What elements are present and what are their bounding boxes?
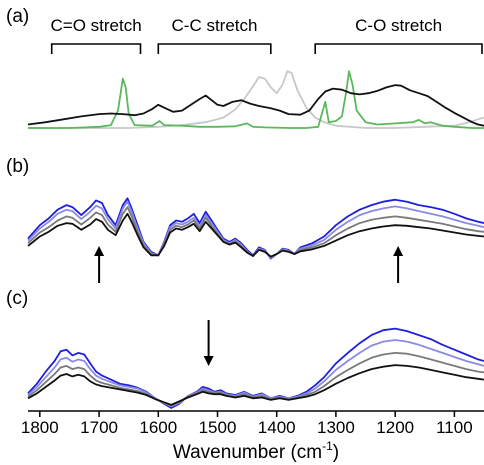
panel-c: (c) <box>6 288 484 409</box>
spectrum-c-4 <box>27 364 484 406</box>
spectrum-b-2 <box>27 200 484 259</box>
x-tick-label-1300: 1300 <box>317 418 355 437</box>
panel-b: (b) <box>6 156 484 283</box>
spectrum-a-3 <box>27 84 484 127</box>
band-annotations: C=O stretch C-C stretch C-O stretch <box>50 16 483 54</box>
x-ticks: 1800 1700 1600 1500 1400 1300 1200 1100 <box>21 411 473 437</box>
arrow-up-icon-2 <box>393 246 404 256</box>
x-tick-label-1100: 1100 <box>436 418 473 437</box>
panel-b-label: (b) <box>6 156 29 177</box>
panel-a: (a) C=O stretch C-C stretch C-O stretch <box>6 6 484 129</box>
spectrum-b-3 <box>27 206 484 259</box>
band-bracket-3 <box>314 43 483 54</box>
panel-c-arrows <box>203 320 214 366</box>
x-axis: 1800 1700 1600 1500 1400 1300 1200 1100 Wavenum… <box>21 410 484 463</box>
panel-c-series <box>27 327 484 409</box>
x-tick-label-1700: 1700 <box>80 418 118 437</box>
band-label-1: C=O stretch <box>51 16 142 35</box>
x-axis-title-close: ) <box>333 442 339 463</box>
spectrum-c-1 <box>27 327 484 409</box>
spectrum-b-4 <box>27 212 484 258</box>
band-label-2: C-C stretch <box>172 16 258 35</box>
band-bracket-2 <box>157 43 272 54</box>
x-tick-label-1500: 1500 <box>199 418 237 437</box>
band-label-3: C-O stretch <box>355 16 442 35</box>
panel-c-label: (c) <box>6 288 28 309</box>
panel-b-arrows <box>94 246 404 283</box>
x-tick-label-1600: 1600 <box>139 418 177 437</box>
panel-a-series <box>27 70 484 129</box>
x-axis-title-sup: -1 <box>322 439 333 453</box>
spectrum-a-2 <box>28 70 484 129</box>
x-axis-title-main: Wavenumber (cm <box>173 442 322 463</box>
spectrum-c-3 <box>27 352 484 407</box>
spectrum-a-1 <box>28 70 484 129</box>
panel-a-label: (a) <box>6 6 29 27</box>
x-tick-label-1400: 1400 <box>258 418 296 437</box>
x-axis-title: Wavenumber (cm-1) <box>173 439 339 463</box>
band-bracket-1 <box>50 43 142 54</box>
arrow-up-icon-1 <box>94 246 105 256</box>
panel-b-series <box>27 197 484 260</box>
x-tick-label-1200: 1200 <box>376 418 414 437</box>
arrow-down-icon-1 <box>203 356 214 366</box>
spectrum-b-1 <box>27 197 484 260</box>
x-tick-label-1800: 1800 <box>21 418 59 437</box>
